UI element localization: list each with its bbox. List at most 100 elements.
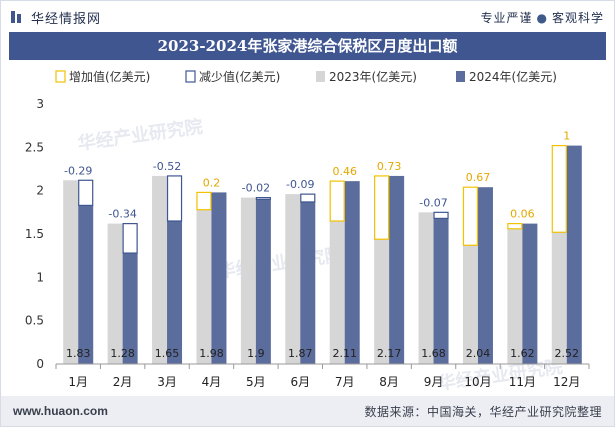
value-label-2024: 1.87 (288, 347, 313, 360)
x-tick-label: 5月 (246, 375, 266, 389)
x-tick-label: 9月 (424, 375, 444, 389)
huajing-logo-icon (11, 11, 21, 23)
top-bar: 华经情报网 专业严谨 ● 客观科学 (1, 1, 614, 31)
value-label-2024: 1.62 (510, 347, 535, 360)
legend-swatch-2024 (456, 71, 465, 82)
bar-2023 (240, 197, 256, 364)
legend-label: 减少值(亿美元) (199, 69, 280, 84)
value-label-2024: 2.52 (555, 347, 580, 360)
change-label: -0.09 (286, 178, 314, 191)
x-tick-label: 2月 (113, 375, 133, 389)
x-tick-label: 12月 (553, 375, 580, 389)
decrease-marker (300, 193, 316, 203)
change-label: 1 (563, 130, 570, 143)
bar-2023 (462, 245, 478, 364)
bar-2024 (122, 253, 138, 364)
y-tick-label: 2.5 (25, 140, 44, 154)
y-tick-label: 3 (36, 97, 44, 111)
footer-bar: www.huaon.com 数据来源：中国海关，华经产业研究院整理 (1, 396, 614, 426)
bar-2023 (374, 239, 390, 364)
decrease-marker (78, 179, 94, 206)
legend-swatch-decrease (185, 70, 196, 83)
bar-2023 (63, 180, 79, 364)
legend-label: 增加值(亿美元) (69, 69, 150, 84)
value-label-2024: 2.04 (466, 347, 491, 360)
change-label: -0.34 (108, 208, 136, 221)
bar-2023 (507, 228, 523, 364)
bar-2024 (433, 218, 449, 364)
value-label-2024: 1.28 (110, 347, 135, 360)
increase-marker (507, 223, 523, 230)
bar-2023 (418, 212, 434, 364)
slogan: 专业严谨 ● 客观科学 (480, 9, 604, 26)
value-label-2024: 1.83 (66, 347, 91, 360)
y-tick-label: 0 (36, 357, 44, 371)
change-label: -0.52 (153, 160, 181, 173)
increase-marker (196, 191, 212, 211)
watermark-text: 华经产业研究院 (76, 115, 204, 154)
slogan-left: 专业严谨 (480, 11, 533, 25)
bar-2024 (300, 201, 316, 364)
increase-marker (374, 175, 390, 240)
x-tick-label: 10月 (464, 375, 491, 389)
website-link[interactable]: www.huaon.com (13, 404, 108, 418)
change-label: -0.29 (64, 164, 92, 177)
bar-2024 (477, 187, 493, 364)
change-label: 0.06 (510, 208, 535, 221)
value-label-2024: 1.68 (421, 347, 446, 360)
bar-2023 (285, 194, 301, 364)
brand-name: 华经情报网 (31, 12, 102, 27)
slogan-dot: ● (536, 11, 548, 25)
watermark-text: 华经产业研究院 (216, 243, 344, 282)
y-tick-label: 1.5 (25, 227, 44, 241)
y-tick-label: 2 (36, 184, 44, 198)
change-label: 0.2 (203, 176, 221, 189)
bar-2024 (389, 175, 405, 364)
decrease-marker (255, 197, 271, 200)
decrease-marker (122, 223, 138, 254)
x-tick-label: 7月 (335, 375, 355, 389)
y-tick-label: 1 (36, 270, 44, 284)
bar-2024 (167, 221, 183, 364)
slogan-right: 客观科学 (551, 11, 604, 25)
increase-marker (329, 180, 345, 222)
data-source: 数据来源：中国海关，华经产业研究院整理 (364, 405, 602, 419)
value-label-2024: 1.65 (155, 347, 180, 360)
change-label: 0.67 (466, 171, 491, 184)
value-label-2024: 1.98 (199, 347, 224, 360)
decrease-marker (433, 211, 449, 219)
legend-swatch-increase (55, 70, 66, 83)
decrease-marker (166, 175, 183, 222)
bar-2023 (329, 221, 345, 364)
value-label-2024: 2.11 (332, 347, 357, 360)
bar-2024 (78, 205, 94, 364)
x-tick-label: 6月 (290, 375, 310, 389)
x-tick-label: 11月 (509, 375, 536, 389)
bar-2024 (522, 223, 538, 364)
bar-2023 (107, 223, 123, 364)
bar-2023 (152, 175, 168, 364)
x-tick-label: 3月 (157, 375, 177, 389)
increase-marker (462, 186, 479, 246)
watermark-text: 华经产业研究院 (436, 355, 564, 394)
bar-2024 (566, 145, 582, 364)
change-label: -0.07 (419, 196, 447, 209)
x-tick-label: 4月 (202, 375, 222, 389)
y-tick-label: 0.5 (25, 314, 44, 328)
value-label-2024: 2.17 (377, 347, 402, 360)
change-label: 0.46 (332, 165, 357, 178)
bar-2023 (196, 209, 212, 364)
chart-title: 2023-2024年张家港综合保税区月度出口额 (9, 32, 606, 60)
value-label-2024: 1.9 (247, 347, 265, 360)
change-label: 0.73 (377, 160, 402, 173)
change-label: -0.02 (242, 182, 270, 195)
bar-2024 (255, 199, 271, 364)
bar-2024 (211, 192, 227, 364)
legend-label: 2023年(亿美元) (329, 69, 417, 84)
bar-2024 (344, 181, 360, 364)
bar-2023 (551, 232, 567, 364)
x-tick-label: 1月 (68, 375, 88, 389)
legend-swatch-2023 (316, 71, 325, 82)
